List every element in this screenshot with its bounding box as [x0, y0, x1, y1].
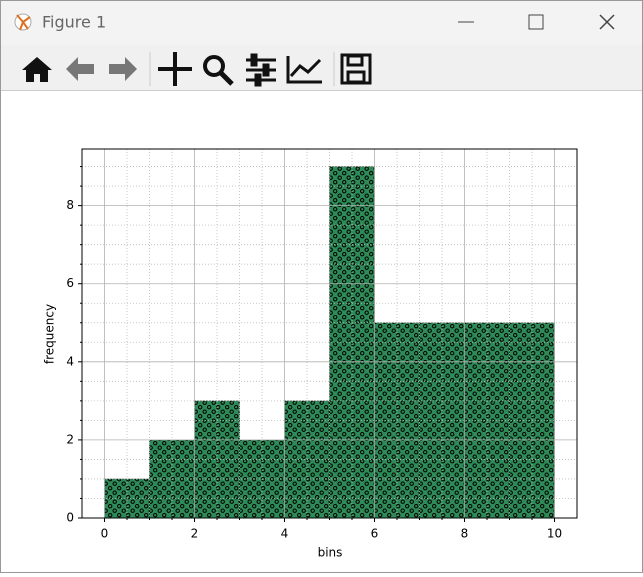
home-button[interactable]	[22, 57, 52, 82]
maximize-button[interactable]	[528, 14, 544, 30]
y-axis-label: frequency	[43, 304, 57, 364]
x-tick-label: 0	[101, 527, 109, 541]
x-axis-label: bins	[318, 546, 343, 560]
zoom-button[interactable]	[203, 55, 234, 86]
configure-button[interactable]	[246, 53, 276, 87]
app-icon	[14, 13, 32, 31]
x-tick-label: 10	[547, 527, 562, 541]
x-tick-label: 8	[461, 527, 469, 541]
y-tick-label: 6	[66, 276, 74, 290]
y-tick-label: 2	[66, 432, 74, 446]
pan-button[interactable]	[158, 52, 192, 86]
y-tick-label: 4	[66, 354, 74, 368]
edit-button[interactable]	[286, 56, 322, 84]
back-button[interactable]	[66, 57, 94, 81]
forward-button[interactable]	[109, 57, 137, 81]
x-tick-label: 4	[281, 527, 289, 541]
x-tick-label: 2	[191, 527, 199, 541]
plot-frame	[81, 148, 578, 519]
y-tick-label: 0	[66, 511, 74, 525]
window-title: Figure 1	[42, 13, 106, 32]
close-button[interactable]	[599, 14, 615, 30]
x-tick-label: 6	[371, 527, 379, 541]
title-bar	[1, 1, 642, 45]
save-button[interactable]	[340, 53, 372, 85]
y-tick-label: 8	[66, 198, 74, 212]
